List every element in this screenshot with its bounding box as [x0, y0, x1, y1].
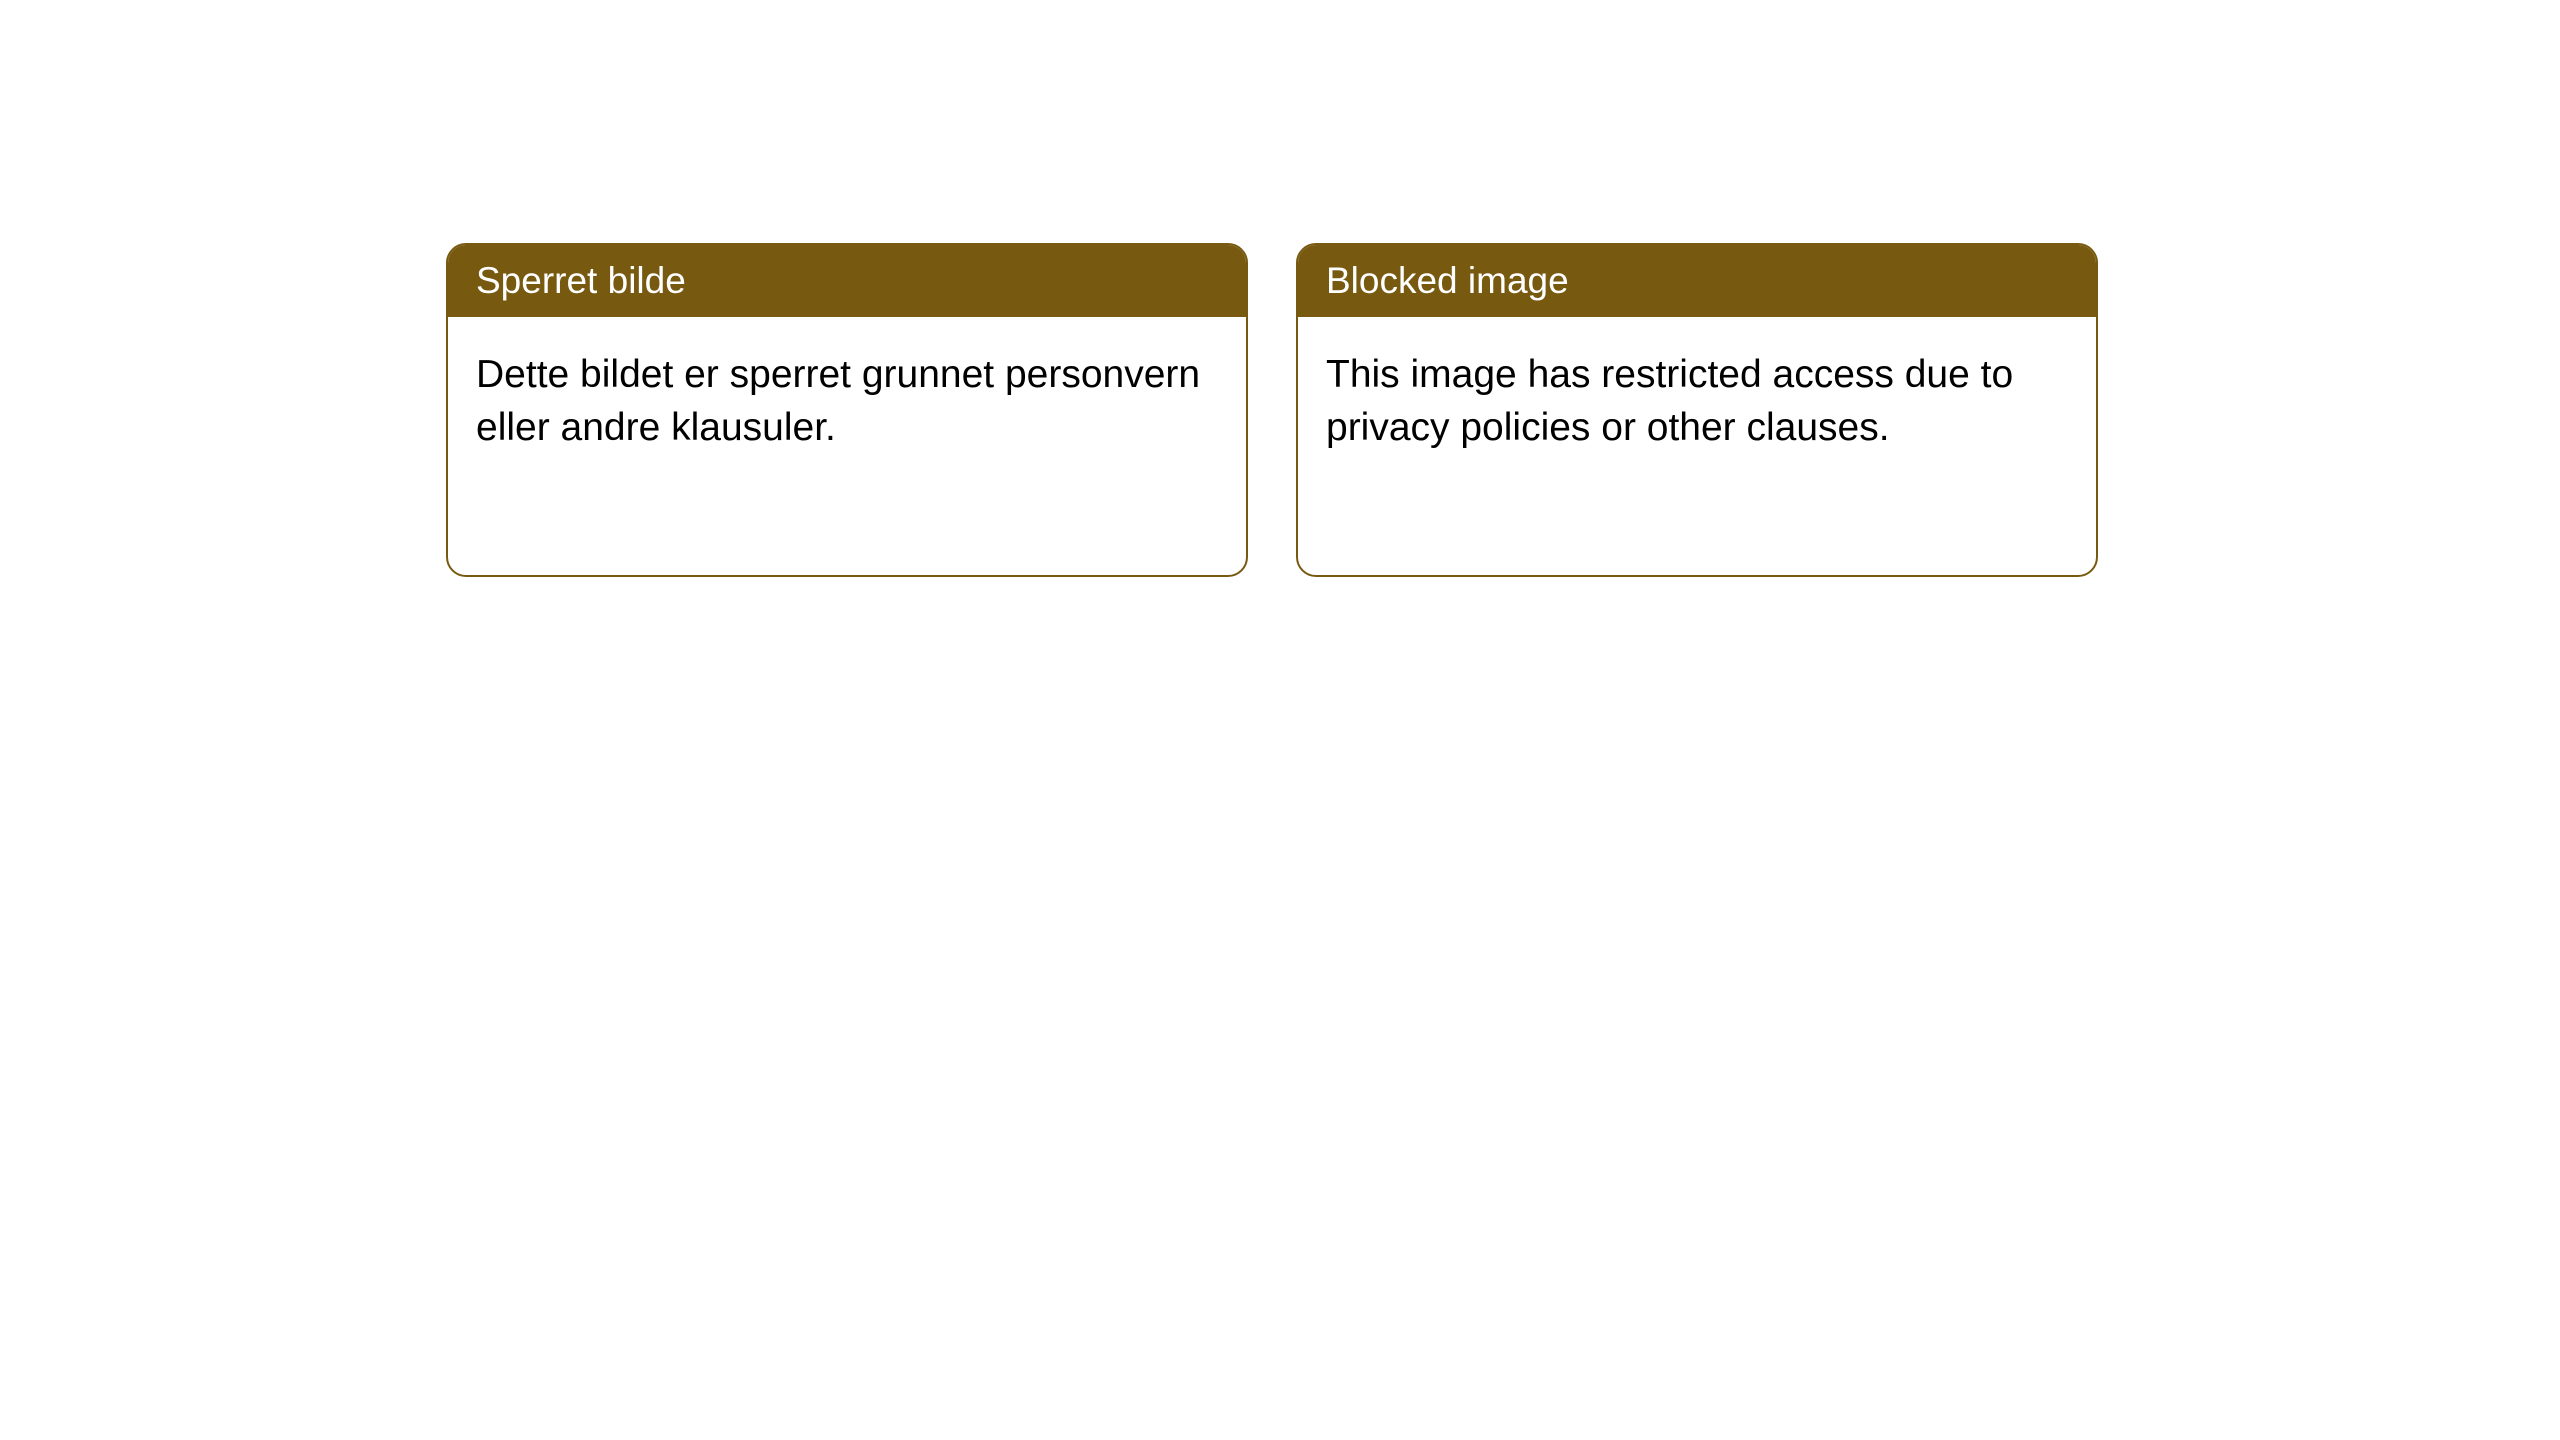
notice-title: Blocked image	[1298, 245, 2096, 317]
notice-body: Dette bildet er sperret grunnet personve…	[448, 317, 1246, 575]
notice-card-english: Blocked image This image has restricted …	[1296, 243, 2098, 577]
notice-body: This image has restricted access due to …	[1298, 317, 2096, 575]
notice-card-norwegian: Sperret bilde Dette bildet er sperret gr…	[446, 243, 1248, 577]
notice-title: Sperret bilde	[448, 245, 1246, 317]
notice-container: Sperret bilde Dette bildet er sperret gr…	[446, 243, 2098, 577]
